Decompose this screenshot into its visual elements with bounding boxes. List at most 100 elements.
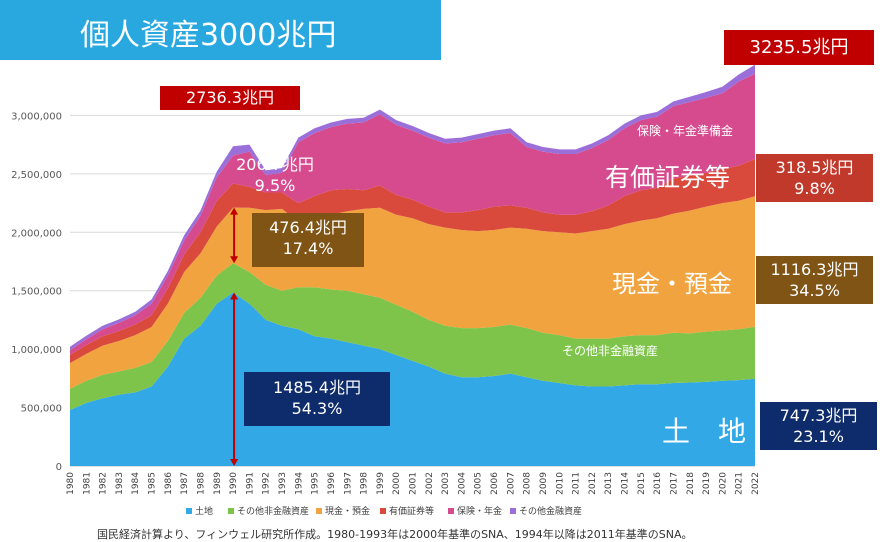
land-2022-value: 747.3兆円 [779, 406, 858, 425]
cash-1990-pct: 17.4% [282, 239, 334, 258]
x-tick-label: 2011 [572, 472, 582, 495]
x-tick-label: 2012 [588, 472, 598, 495]
area-series-2 [70, 196, 755, 389]
x-tick-label: 1986 [164, 472, 174, 495]
legend-label: 土地 [195, 505, 213, 517]
legend-swatch [380, 508, 386, 514]
legend-swatch [186, 508, 192, 514]
x-tick-label: 1995 [311, 472, 321, 495]
x-tick-label: 1994 [294, 472, 304, 495]
x-tick-label: 1982 [99, 472, 109, 495]
x-tick-label: 1983 [115, 472, 125, 495]
securities-area-label: 有価証券等 [605, 163, 731, 192]
legend-swatch [448, 508, 454, 514]
total-1990-box: 2736.3兆円 [160, 86, 300, 110]
cash-arrow-head-bottom [230, 256, 239, 264]
x-tick-label: 1991 [245, 472, 255, 495]
cash-2022-box: 1116.3兆円 34.5% [756, 256, 873, 304]
land-1990-value: 1485.4兆円 [273, 378, 361, 397]
total-2022-label: 3235.5兆円 [749, 37, 849, 58]
y-tick-label: 2,000,000 [11, 228, 62, 239]
legend-swatch [316, 508, 322, 514]
area-series-0 [70, 292, 755, 466]
land-arrow-head-bottom [230, 459, 239, 466]
x-tick-label: 1984 [131, 472, 141, 495]
x-tick-label: 2007 [506, 472, 516, 495]
x-tick-label: 2015 [637, 472, 647, 495]
legend-label: 有価証券等 [389, 505, 434, 517]
x-tick-label: 2008 [523, 472, 533, 495]
x-tick-label: 1996 [327, 472, 337, 495]
other-nonfin-area-label: その他非金融資産 [562, 344, 659, 358]
x-tick-label: 1990 [229, 472, 239, 495]
x-tick-label: 2001 [409, 472, 419, 495]
cash-area-label: 現金・預金 [612, 270, 732, 298]
land-1990-pct: 54.3% [291, 399, 343, 418]
x-tick-label: 1998 [360, 472, 370, 495]
area-series-1 [70, 263, 755, 410]
x-tick-label: 2020 [718, 472, 728, 495]
x-tick-label: 1997 [343, 472, 353, 495]
source-note: 国民経済計算より、フィンウェル研究所作成。1980-1993年は2000年基準の… [97, 528, 693, 541]
x-tick-label: 2021 [735, 472, 745, 495]
y-tick-label: 1,000,000 [11, 345, 62, 356]
securities-2022-box: 318.5兆円 9.8% [756, 154, 873, 202]
x-tick-label: 1985 [148, 472, 158, 495]
area-series-3 [70, 159, 755, 364]
x-tick-label: 2005 [474, 472, 484, 495]
cash-1990-box: 476.4兆円 17.4% [252, 213, 364, 267]
page-title: 個人資産3000兆円 [80, 18, 337, 53]
x-tick-label: 1980 [66, 472, 76, 495]
title-banner: 個人資産3000兆円 [0, 0, 441, 60]
legend-label: その他非金融資産 [237, 505, 309, 517]
legend-label: 現金・預金 [325, 505, 370, 517]
land-area-label: 土 地 [662, 415, 747, 448]
securities-1990-value: 206.7兆円 [236, 155, 314, 174]
x-tick-label: 1988 [196, 472, 206, 495]
legend-label: 保険・年金 [457, 505, 502, 517]
x-tick-label: 2003 [441, 472, 451, 495]
x-tick-label: 1993 [278, 472, 288, 495]
area-series-4 [70, 73, 755, 355]
x-tick-label: 2016 [653, 472, 663, 495]
x-tick-label: 1989 [213, 472, 223, 495]
x-tick-label: 2006 [490, 472, 500, 495]
x-tick-label: 2022 [751, 472, 761, 495]
securities-1990-pct: 9.5% [254, 176, 296, 195]
x-tick-label: 2018 [686, 472, 696, 495]
y-tick-label: 1,500,000 [11, 287, 62, 298]
cash-arrow-head-top [230, 207, 239, 215]
land-1990-box: 1485.4兆円 54.3% [244, 372, 390, 426]
insurance-area-label: 保険・年金準備金 [637, 124, 734, 138]
total-1990-label: 2736.3兆円 [186, 88, 274, 107]
x-tick-label: 2019 [702, 472, 712, 495]
y-tick-label: 500,000 [21, 404, 62, 415]
cash-2022-pct: 34.5% [789, 281, 840, 300]
x-tick-label: 2013 [604, 472, 614, 495]
land-arrow-head-top [230, 292, 239, 300]
x-tick-label: 1992 [262, 472, 272, 495]
legend-label: その他金融資産 [519, 505, 582, 517]
y-tick-label: 2,500,000 [11, 170, 62, 181]
x-tick-label: 2004 [457, 472, 467, 495]
x-tick-label: 2017 [669, 472, 679, 495]
legend-swatch [510, 508, 516, 514]
cash-1990-value: 476.4兆円 [269, 218, 347, 237]
cash-2022-value: 1116.3兆円 [770, 260, 859, 279]
securities-1990-annotation: 206.7兆円 9.5% [230, 154, 320, 196]
securities-2022-value: 318.5兆円 [775, 158, 854, 177]
x-tick-label: 1981 [82, 472, 92, 495]
land-2022-box: 747.3兆円 23.1% [760, 402, 877, 450]
y-tick-label: 0 [56, 462, 62, 473]
legend-swatch [228, 508, 234, 514]
x-tick-label: 2010 [555, 472, 565, 495]
x-tick-label: 1999 [376, 472, 386, 495]
x-tick-label: 2014 [621, 472, 631, 495]
x-tick-label: 2002 [425, 472, 435, 495]
x-tick-label: 2000 [392, 472, 402, 495]
land-2022-pct: 23.1% [793, 427, 844, 446]
total-2022-box: 3235.5兆円 [724, 30, 874, 65]
y-tick-label: 3,000,000 [11, 111, 62, 122]
